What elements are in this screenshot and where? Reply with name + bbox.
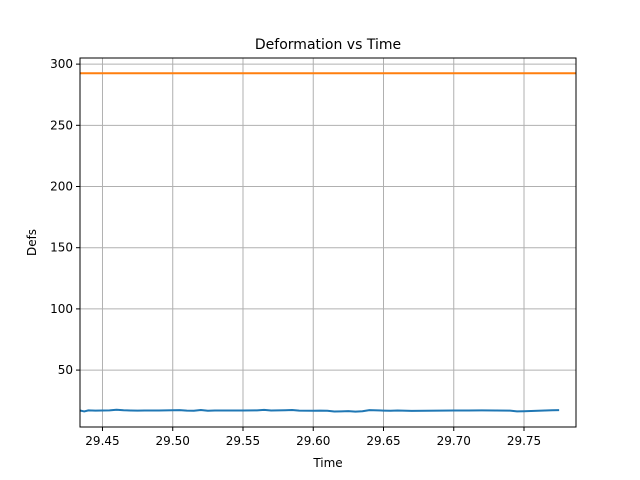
ticks: 29.45 29.50 29.55 29.60 29.65 29.70 29.75 50 100… bbox=[50, 57, 541, 448]
y-tick-label: 200 bbox=[50, 180, 73, 194]
chart-title: Deformation vs Time bbox=[255, 37, 401, 53]
y-tick-label: 50 bbox=[58, 363, 73, 377]
y-axis-label: Defs bbox=[25, 229, 39, 256]
x-tick-label: 29.45 bbox=[85, 434, 119, 448]
y-tick-label: 300 bbox=[50, 57, 73, 71]
x-tick-label: 29.60 bbox=[296, 434, 330, 448]
y-tick-label: 250 bbox=[50, 118, 73, 132]
y-tick-label: 100 bbox=[50, 302, 73, 316]
x-tick-label: 29.55 bbox=[226, 434, 260, 448]
x-axis-label: Time bbox=[312, 456, 342, 470]
x-tick-label: 29.70 bbox=[437, 434, 471, 448]
y-tick-label: 150 bbox=[50, 241, 73, 255]
plot-frame bbox=[79, 57, 577, 428]
x-tick-label: 29.75 bbox=[507, 434, 541, 448]
x-tick-label: 29.50 bbox=[156, 434, 190, 448]
x-tick-label: 29.65 bbox=[366, 434, 400, 448]
series-layer bbox=[79, 72, 576, 413]
grid bbox=[80, 58, 576, 427]
series-line-0 bbox=[79, 408, 560, 413]
